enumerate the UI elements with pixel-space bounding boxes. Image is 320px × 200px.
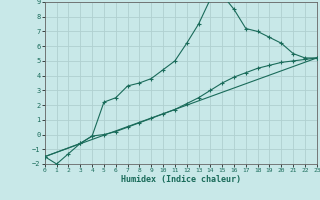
X-axis label: Humidex (Indice chaleur): Humidex (Indice chaleur)	[121, 175, 241, 184]
